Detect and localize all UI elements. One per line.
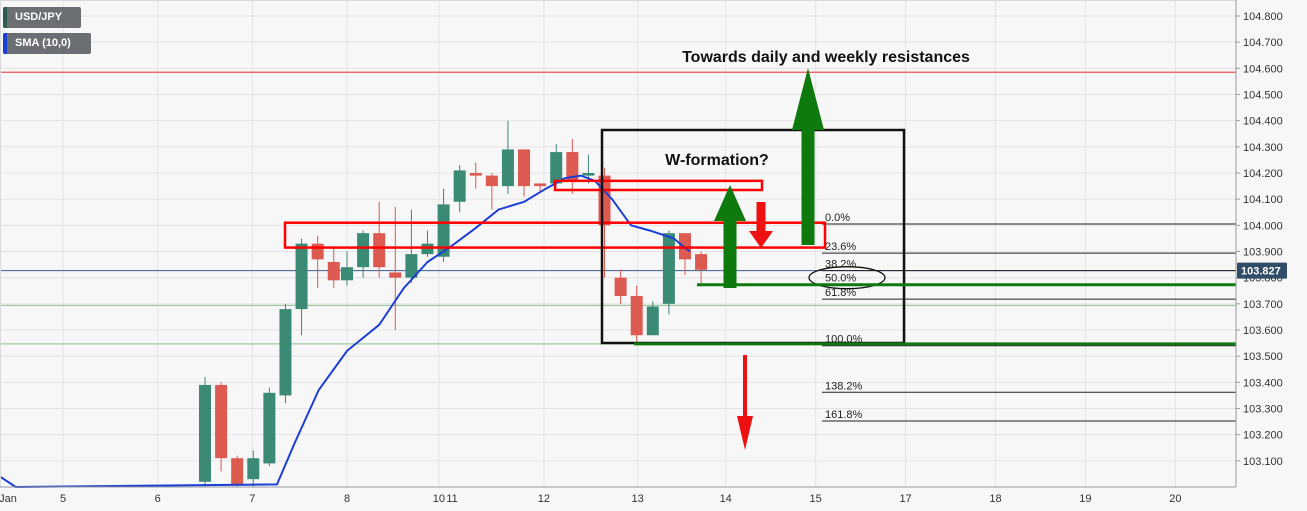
x-tick-label: 10 (433, 493, 445, 505)
y-tick-label: 103.200 (1243, 430, 1283, 442)
x-tick-label: 15 (810, 493, 822, 505)
fib-label: 23.6% (825, 241, 856, 253)
plot-border (0, 0, 1237, 488)
x-tick-label: 6 (155, 493, 161, 505)
y-tick-label: 104.500 (1243, 89, 1283, 101)
y-tick-label: 104.000 (1243, 220, 1283, 232)
x-tick-label: 20 (1169, 493, 1181, 505)
resistance-zone-box (283, 221, 827, 249)
resistance-annotation: Towards daily and weekly resistances (682, 49, 970, 66)
bear-candle (311, 243, 324, 260)
bull-candle (199, 384, 212, 482)
bear-candle (630, 295, 643, 336)
y-tick-label: 104.300 (1243, 142, 1283, 154)
bull-candle (501, 149, 514, 187)
bear-candle (598, 175, 611, 226)
bull-candle (295, 243, 308, 310)
fib-label: 38.2% (825, 259, 856, 271)
fib-highlight-ellipse (808, 266, 886, 290)
annotation-shapes (283, 68, 1236, 450)
x-tick-label: 14 (720, 493, 732, 505)
vertical-gridlines (62, 0, 1176, 487)
x-tick-label: 13 (632, 493, 644, 505)
x-tick-label: 17 (899, 493, 911, 505)
fibonacci-retracement: 0.0%23.6%38.2%50.0%61.8%100.0%138.2%161.… (808, 212, 1236, 422)
y-tick-label: 104.200 (1243, 168, 1283, 180)
bull-candle (662, 233, 675, 304)
bear-candle (566, 152, 579, 181)
bull-candle (341, 267, 354, 281)
x-tick-label: 5 (60, 493, 66, 505)
horizontal-gridlines (0, 15, 1236, 462)
bear-candle (469, 172, 482, 176)
bear-candle (614, 277, 627, 296)
y-tick-label: 103.500 (1243, 351, 1283, 363)
y-tick-label: 103.600 (1243, 325, 1283, 337)
x-tick-label: 12 (538, 493, 550, 505)
x-tick-label: 11 (446, 493, 457, 505)
current-price-tag (1237, 262, 1287, 279)
bear-candle (215, 384, 228, 459)
green-up-arrow (714, 185, 746, 288)
bull-candle (247, 458, 260, 480)
bull-candle (437, 204, 450, 257)
bull-candle (279, 309, 292, 396)
current-price-label: 103.827 (1241, 266, 1281, 278)
y-tick-label: 104.700 (1243, 37, 1283, 49)
x-tick-label: Jan (0, 493, 17, 505)
axes: 103.100 103.200 103.300 103.400 103.500 103.6… (0, 0, 1287, 505)
bull-candle (582, 172, 595, 176)
fib-label: 61.8% (825, 287, 856, 299)
candlesticks (199, 120, 708, 487)
bull-candle (646, 306, 659, 336)
symbol-label: USD/JPY (15, 11, 63, 23)
bull-candle (421, 243, 434, 255)
y-tick-label: 103.300 (1243, 403, 1283, 415)
indicator-badge[interactable]: SMA (10,0) (3, 33, 91, 54)
y-tick-label: 103.100 (1243, 456, 1283, 468)
w-formation-annotation: W-formation? (665, 152, 769, 169)
x-tick-label: 7 (249, 493, 255, 505)
indicator-label: SMA (10,0) (15, 37, 71, 49)
fib-label: 138.2% (825, 380, 863, 392)
indicator-swatch (3, 33, 7, 54)
bear-candle (389, 272, 402, 278)
bear-candle (534, 183, 547, 187)
x-tick-label: 8 (344, 493, 350, 505)
bear-candle (373, 233, 386, 268)
small-red-down-arrow (749, 202, 773, 248)
fib-label: 161.8% (825, 409, 863, 421)
sma-line-path (0, 174, 691, 489)
fib-label: 50.0% (825, 273, 856, 285)
bull-candle (357, 233, 370, 268)
y-tick-label: 103.700 (1243, 299, 1283, 311)
symbol-badge[interactable]: USD/JPY (3, 7, 81, 28)
big-green-up-arrow (792, 68, 824, 245)
red-down-arrow (737, 355, 753, 450)
fib-label: 0.0% (825, 212, 850, 224)
y-tick-label: 103.400 (1243, 377, 1283, 389)
x-tick-label: 19 (1079, 493, 1091, 505)
y-tick-label: 103.900 (1243, 246, 1283, 258)
bear-candle (678, 233, 691, 260)
bear-candle (518, 149, 531, 187)
bull-candle (405, 254, 418, 278)
y-tick-label: 104.400 (1243, 116, 1283, 128)
bear-candle (485, 175, 498, 187)
bear-candle (231, 458, 244, 485)
y-tick-label: 104.600 (1243, 63, 1283, 75)
bull-candle (550, 152, 563, 184)
symbol-swatch (3, 7, 7, 28)
bull-candle (263, 392, 276, 464)
upper-zone-box (553, 179, 764, 192)
sma-line (0, 174, 691, 489)
bull-candle (453, 170, 466, 202)
y-tick-label: 104.800 (1243, 11, 1283, 23)
bear-candle (695, 254, 708, 270)
y-tick-label: 104.100 (1243, 194, 1283, 206)
bear-candle (327, 261, 340, 281)
x-tick-label: 18 (989, 493, 1001, 505)
